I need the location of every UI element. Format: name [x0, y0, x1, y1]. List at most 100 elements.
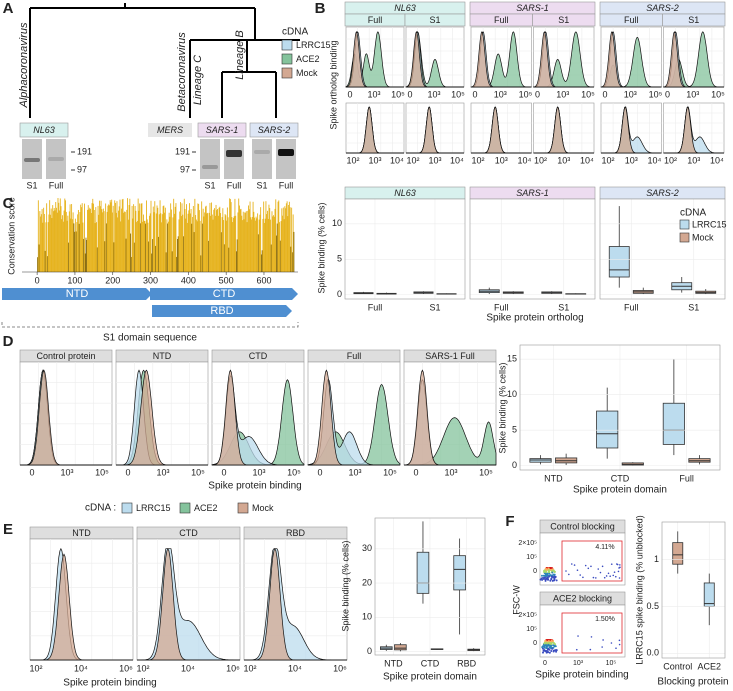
event-dot [570, 563, 573, 565]
conservation-bar [77, 214, 79, 272]
conservation-bar [59, 210, 60, 272]
event-dot [607, 572, 610, 575]
conservation-bar [241, 215, 243, 272]
event-dot [603, 576, 606, 579]
tree-label: Lineage B [234, 30, 246, 80]
y-tick-label: 1 [654, 554, 659, 564]
domain-arrow [2, 288, 152, 300]
conservation-bar [110, 202, 112, 272]
conservation-bar [175, 203, 177, 272]
gel-band [254, 150, 270, 154]
event-dot [619, 564, 621, 566]
x-tick-label: 10³ [624, 89, 637, 99]
conservation-bar [134, 205, 136, 272]
conservation-bar [211, 202, 212, 272]
conservation-bar [259, 214, 261, 272]
y-tick-label: 0 [533, 568, 537, 575]
x-tick-label: 10⁵ [191, 467, 205, 477]
event-dot [552, 573, 555, 576]
conservation-bar [139, 203, 141, 272]
event-dot [619, 566, 621, 569]
x-tick-label: 0 [602, 89, 607, 99]
conservation-bar [123, 212, 125, 272]
conservation-bar [57, 198, 59, 272]
conservation-bar [62, 215, 63, 272]
event-dot [540, 574, 543, 577]
event-dot [618, 639, 621, 642]
conservation-bar [193, 232, 195, 272]
domain-arrow [150, 288, 298, 300]
conservation-bar [275, 199, 277, 272]
event-dot [579, 574, 582, 576]
plot-panel [19, 361, 113, 466]
x-tick-label: RBD [457, 658, 477, 668]
conservation-bar [148, 241, 150, 272]
x-tick-label: S1 [688, 302, 699, 312]
conservation-bar [167, 223, 169, 272]
event-dot [555, 579, 558, 582]
domain-label: NTD [66, 288, 89, 300]
conservation-bar [200, 255, 202, 272]
legend-label: Mock [252, 503, 274, 513]
legend-title: cDNA [282, 27, 308, 38]
conservation-bar [112, 205, 114, 272]
conservation-bar [37, 257, 39, 272]
conservation-bar [195, 219, 197, 272]
conservation-bar [81, 203, 83, 272]
x-tick-label: 300 [143, 275, 158, 285]
conservation-bar [54, 210, 56, 272]
conservation-bar [274, 208, 276, 272]
plot-frame [344, 198, 466, 300]
conservation-bar [257, 213, 259, 272]
conservation-bar [85, 237, 87, 272]
event-dot [590, 636, 593, 638]
facet-title: SARS-2 [258, 125, 291, 135]
conservation-bar [227, 217, 229, 272]
marker-label: 191 [175, 146, 190, 156]
marker-label: 97 [180, 164, 190, 174]
event-dot [550, 577, 553, 580]
conservation-bar [232, 222, 234, 272]
legend-swatch [179, 502, 191, 514]
domain-arrow [152, 305, 292, 317]
conservation-bar [118, 206, 120, 272]
conservation-bar [279, 222, 280, 272]
conservation-bar [213, 209, 215, 272]
plot-panel [470, 199, 595, 299]
conservation-bar [237, 212, 239, 272]
conservation-bar [246, 222, 248, 272]
event-dot [587, 567, 590, 570]
axis-title: Spike binding (% cells) [316, 202, 326, 293]
conservation-bar [138, 210, 140, 272]
conservation-bar [245, 212, 246, 272]
gel-header [148, 123, 192, 137]
facet-header [662, 13, 726, 27]
conservation-bar [143, 220, 145, 272]
conservation-bar [245, 211, 247, 272]
y-tick-label: 15 [507, 354, 517, 364]
conservation-bar [88, 209, 90, 272]
conservation-bar [102, 208, 104, 272]
conservation-bar [53, 208, 55, 272]
conservation-bar [199, 220, 201, 272]
conservation-bar [141, 203, 143, 272]
event-dot [614, 575, 617, 578]
x-tick-label: CTD [421, 658, 440, 668]
conservation-bar [202, 208, 204, 272]
conservation-bar [98, 214, 100, 272]
conservation-bar [174, 206, 176, 272]
conservation-bar [72, 212, 74, 272]
x-tick-label: 10⁴ [710, 155, 724, 165]
conservation-bar [219, 206, 221, 272]
x-tick-label: 0 [407, 89, 412, 99]
event-dot [555, 650, 558, 653]
event-dot [617, 570, 620, 573]
conservation-bar [55, 202, 57, 272]
conservation-bar [180, 202, 181, 272]
conservation-bar [223, 220, 225, 272]
conservation-bar [158, 236, 160, 272]
conservation-bar [92, 198, 94, 272]
x-tick-label: 10² [534, 155, 547, 165]
x-tick-label: 10² [29, 663, 42, 673]
facet-title: Control protein [36, 351, 95, 361]
